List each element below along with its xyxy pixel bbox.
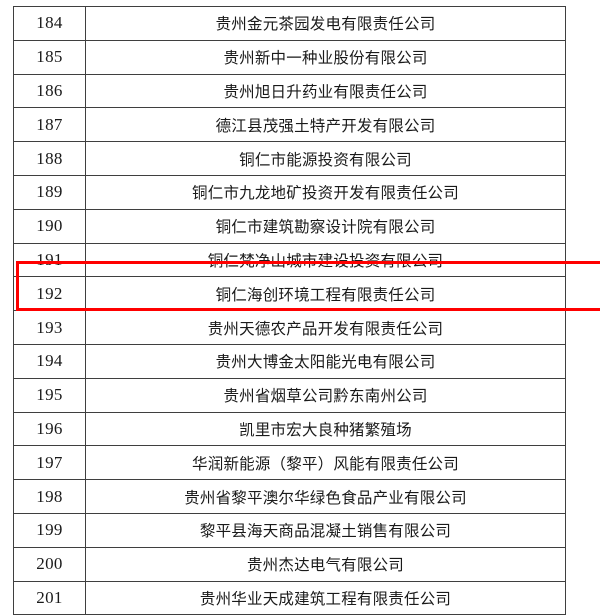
row-name-cell: 贵州省黎平澳尔华绿色食品产业有限公司 (85, 479, 566, 514)
table-row: 189 铜仁市九龙地矿投资开发有限责任公司 (13, 174, 566, 210)
row-index-cell: 189 (13, 174, 86, 210)
row-name-cell: 贵州华业天成建筑工程有限责任公司 (85, 580, 566, 615)
row-name-cell: 贵州金元茶园发电有限责任公司 (85, 6, 566, 41)
row-name-cell: 铜仁梵净山城市建设投资有限公司 (85, 242, 566, 278)
row-index-cell: 195 (13, 377, 86, 413)
table-row: 187 德江县茂强土特产开发有限公司 (13, 107, 566, 143)
row-name-cell: 贵州大博金太阳能光电有限公司 (85, 343, 566, 379)
table-row: 199 黎平县海天商品混凝土销售有限公司 (13, 512, 566, 548)
table-row: 190 铜仁市建筑勘察设计院有限公司 (13, 208, 566, 244)
row-index-cell: 185 (13, 39, 86, 75)
table-row: 186 贵州旭日升药业有限责任公司 (13, 73, 566, 109)
company-list-table: 184 贵州金元茶园发电有限责任公司 185 贵州新中一种业股份有限公司 186… (13, 6, 566, 615)
row-index-cell: 187 (13, 107, 86, 143)
table-row: 191 铜仁梵净山城市建设投资有限公司 (13, 242, 566, 278)
table-row: 194 贵州大博金太阳能光电有限公司 (13, 343, 566, 379)
row-name-cell: 黎平县海天商品混凝土销售有限公司 (85, 512, 566, 548)
row-name-cell: 华润新能源（黎平）风能有限责任公司 (85, 445, 566, 481)
row-index-cell: 190 (13, 208, 86, 244)
table-row: 195 贵州省烟草公司黔东南州公司 (13, 377, 566, 413)
row-index-cell: 191 (13, 242, 86, 278)
row-name-cell: 铜仁海创环境工程有限责任公司 (85, 276, 566, 312)
row-name-cell: 铜仁市建筑勘察设计院有限公司 (85, 208, 566, 244)
row-name-cell: 铜仁市能源投资有限公司 (85, 141, 566, 176)
table-row: 188 铜仁市能源投资有限公司 (13, 141, 566, 176)
row-name-cell: 贵州省烟草公司黔东南州公司 (85, 377, 566, 413)
row-index-cell: 192 (13, 276, 86, 312)
row-name-cell: 贵州旭日升药业有限责任公司 (85, 73, 566, 109)
table-row: 197 华润新能源（黎平）风能有限责任公司 (13, 445, 566, 481)
row-index-cell: 194 (13, 343, 86, 379)
table-row: 198 贵州省黎平澳尔华绿色食品产业有限公司 (13, 479, 566, 514)
row-index-cell: 200 (13, 546, 86, 582)
table-body: 184 贵州金元茶园发电有限责任公司 185 贵州新中一种业股份有限公司 186… (13, 6, 566, 615)
row-index-cell: 188 (13, 141, 86, 176)
row-name-cell: 凯里市宏大良种猪繁殖场 (85, 411, 566, 447)
row-index-cell: 199 (13, 512, 86, 548)
row-index-cell: 186 (13, 73, 86, 109)
row-index-cell: 201 (13, 580, 86, 615)
table-row: 184 贵州金元茶园发电有限责任公司 (13, 6, 566, 41)
table-row: 196 凯里市宏大良种猪繁殖场 (13, 411, 566, 447)
table-row: 200 贵州杰达电气有限公司 (13, 546, 566, 582)
row-name-cell: 贵州新中一种业股份有限公司 (85, 39, 566, 75)
row-index-cell: 196 (13, 411, 86, 447)
table-row-highlighted: 192 铜仁海创环境工程有限责任公司 (13, 276, 566, 312)
row-name-cell: 德江县茂强土特产开发有限公司 (85, 107, 566, 143)
row-index-cell: 193 (13, 310, 86, 345)
row-name-cell: 铜仁市九龙地矿投资开发有限责任公司 (85, 174, 566, 210)
row-index-cell: 197 (13, 445, 86, 481)
table-row: 185 贵州新中一种业股份有限公司 (13, 39, 566, 75)
document-page: 184 贵州金元茶园发电有限责任公司 185 贵州新中一种业股份有限公司 186… (13, 6, 600, 615)
table-row: 201 贵州华业天成建筑工程有限责任公司 (13, 580, 566, 615)
table-row: 193 贵州天德农产品开发有限责任公司 (13, 310, 566, 345)
row-index-cell: 198 (13, 479, 86, 514)
row-index-cell: 184 (13, 6, 86, 41)
row-name-cell: 贵州杰达电气有限公司 (85, 546, 566, 582)
row-name-cell: 贵州天德农产品开发有限责任公司 (85, 310, 566, 345)
